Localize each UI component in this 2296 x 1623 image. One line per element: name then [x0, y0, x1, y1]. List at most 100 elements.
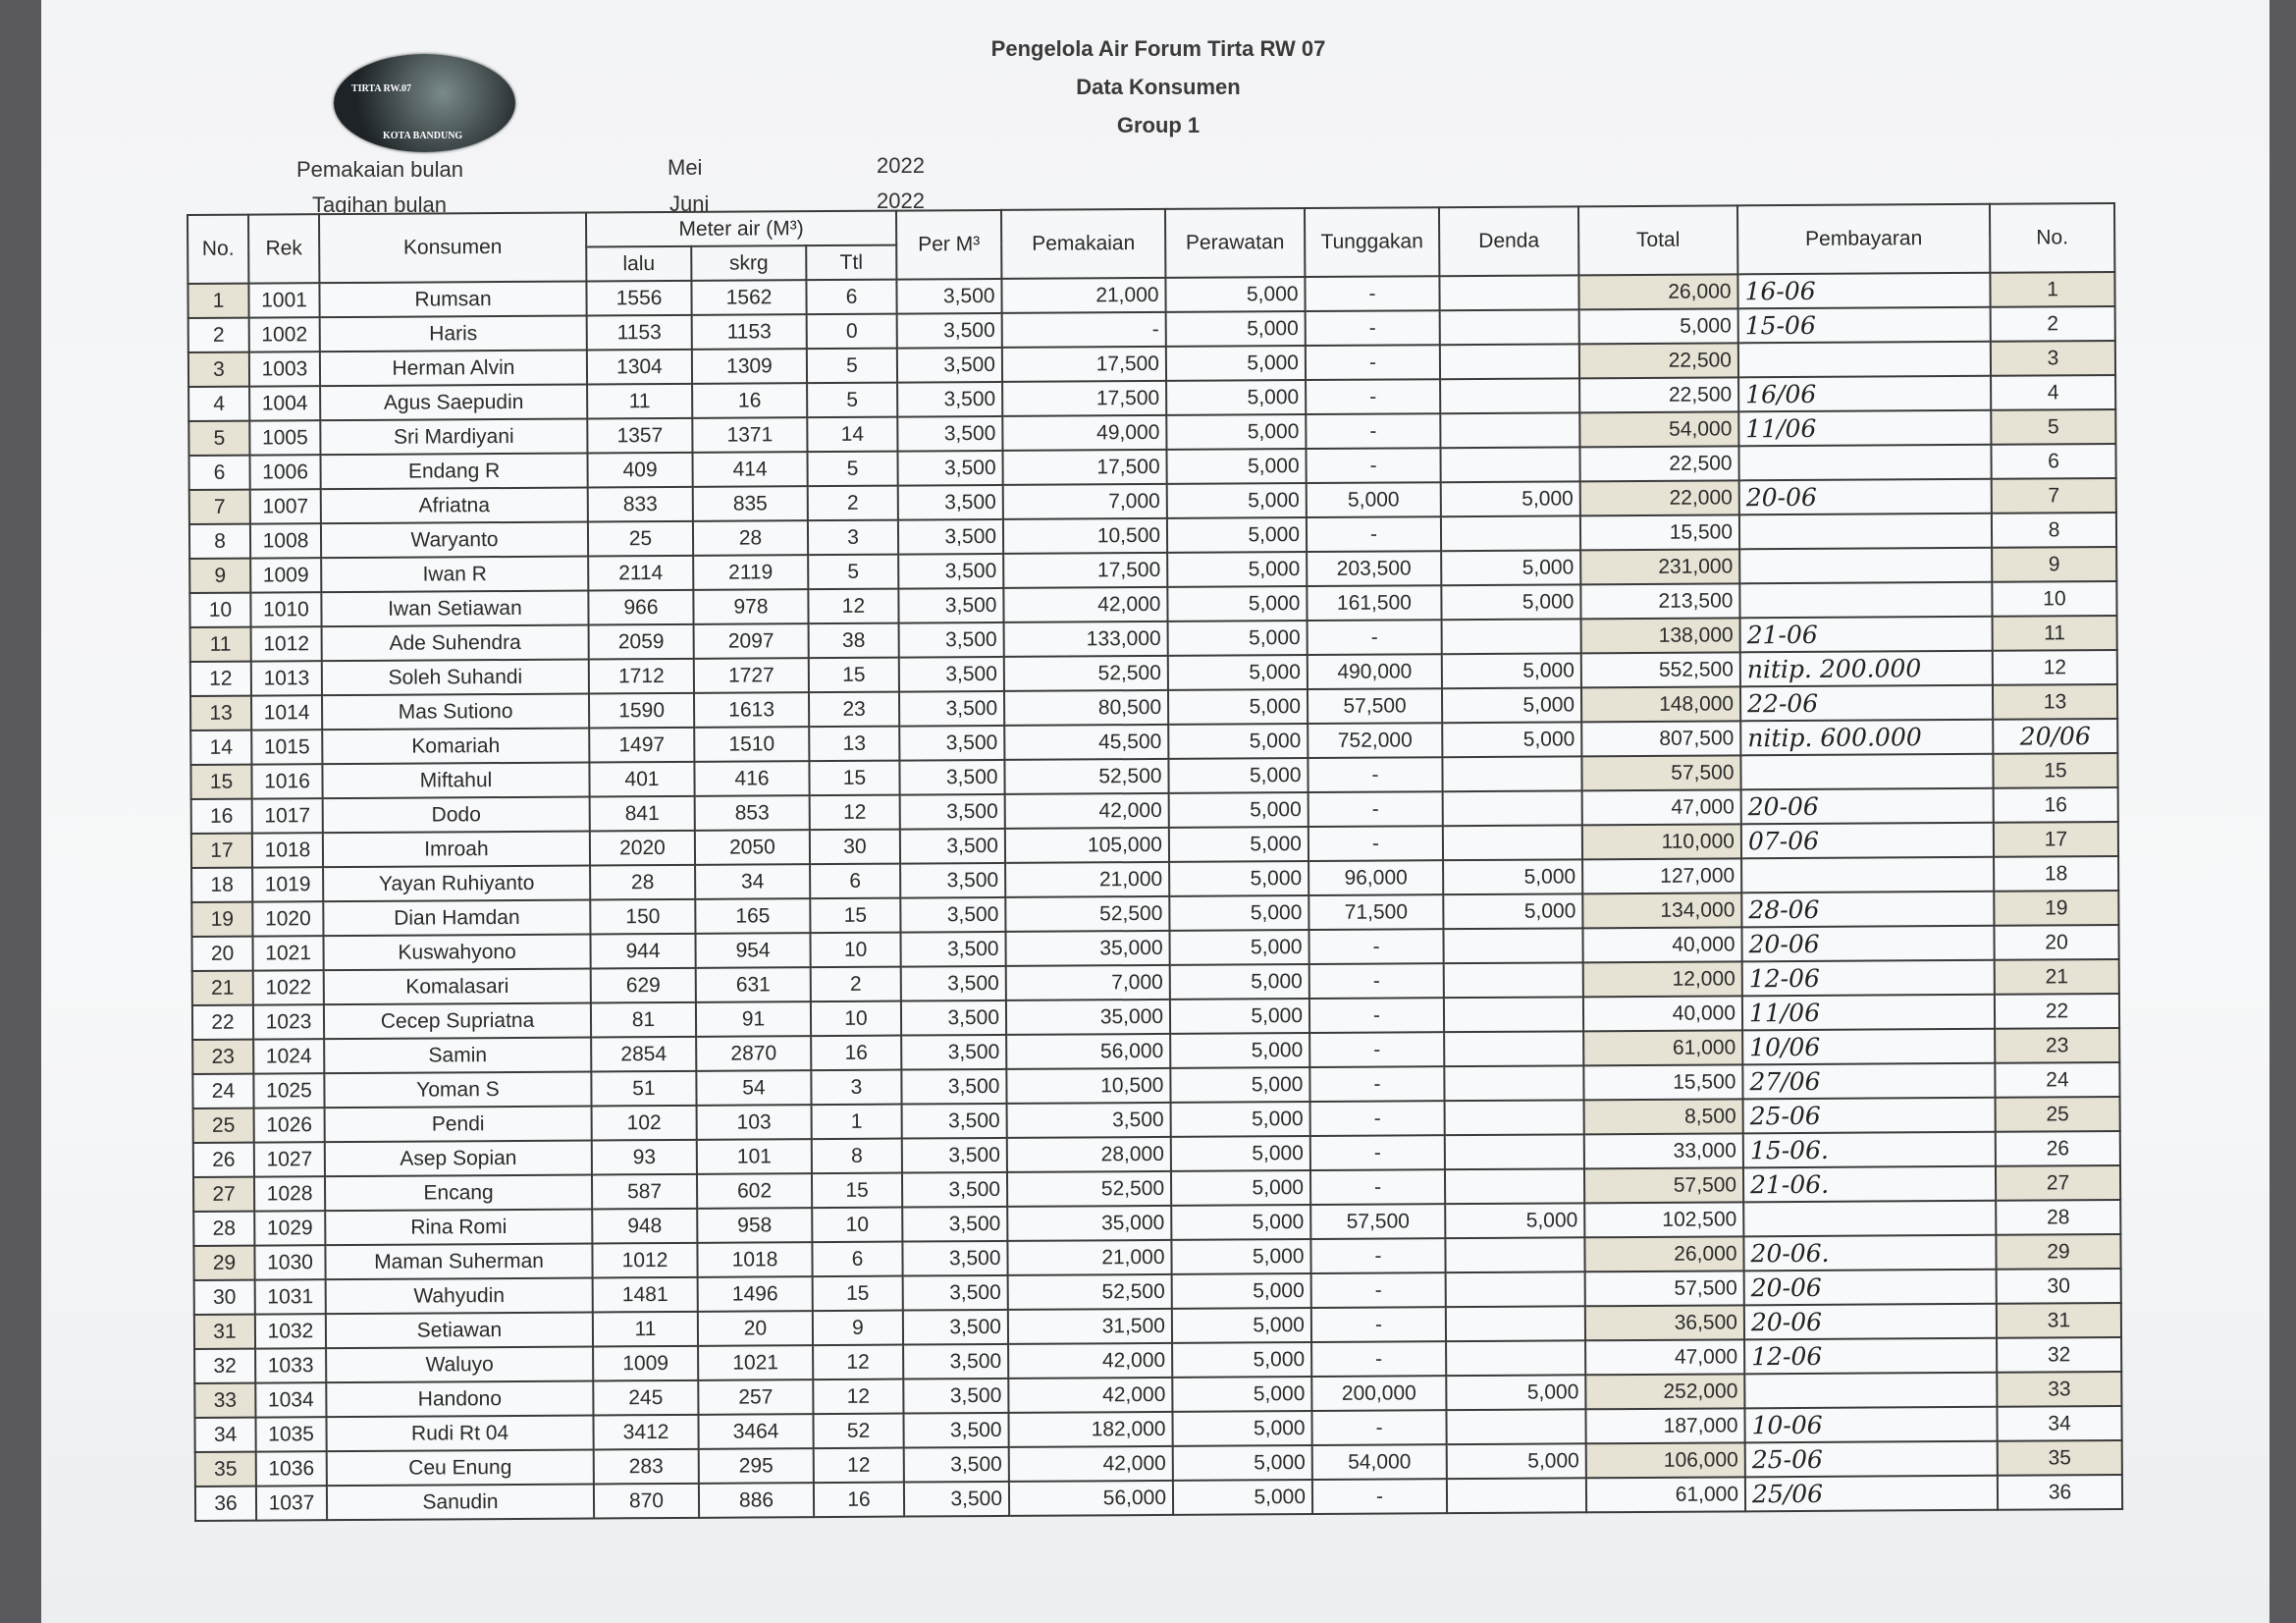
cell-pembayaran: 20-06: [1743, 1269, 1997, 1306]
cell-perawatan: 5,000: [1167, 621, 1308, 656]
cell-total: 22,000: [1579, 480, 1739, 516]
cell-pembayaran: 21-06.: [1742, 1165, 1997, 1203]
cell-pembayaran: [1743, 1200, 1997, 1237]
cell-no: 31: [193, 1314, 256, 1349]
col-no-right: No.: [1989, 203, 2115, 273]
cell-rek: 1030: [254, 1245, 326, 1280]
cell-no-right: 18: [1994, 855, 2119, 892]
cell-denda: [1442, 756, 1582, 792]
cell-lalu: 3412: [593, 1414, 699, 1450]
cell-pembayaran: 16/06: [1738, 375, 1992, 412]
cell-perawatan: 5,000: [1171, 1205, 1311, 1240]
cell-rek: 1003: [248, 352, 321, 387]
cell-total: 57,500: [1584, 1271, 1744, 1307]
cell-skrg: 54: [696, 1070, 812, 1106]
cell-no: 20: [191, 936, 253, 971]
col-ttl: Ttl: [806, 244, 897, 281]
cell-no-right: 4: [1991, 374, 2116, 410]
cell-konsumen: Komalasari: [323, 968, 591, 1005]
cell-total: 552,500: [1580, 652, 1740, 688]
cell-pemakaian: -: [1001, 311, 1166, 348]
cell-konsumen: Rumsan: [319, 281, 587, 318]
cell-skrg: 101: [696, 1139, 812, 1174]
cell-lalu: 401: [589, 761, 695, 797]
cell-ttl: 9: [812, 1310, 904, 1346]
cell-ttl: 30: [809, 829, 901, 865]
cell-lalu: 102: [591, 1105, 697, 1141]
cell-tunggakan: -: [1309, 1032, 1445, 1068]
cell-rek: 1001: [248, 283, 320, 318]
cell-total: 15,500: [1583, 1064, 1743, 1101]
cell-konsumen: Mas Sutiono: [321, 693, 590, 730]
usage-month: Mei: [667, 155, 703, 180]
cell-no-right: 24: [1995, 1061, 2120, 1098]
cell-no-right: 27: [1995, 1164, 2121, 1201]
cell-no: 3: [187, 352, 250, 387]
cell-rek: 1028: [253, 1176, 326, 1212]
cell-pemakaian: 52,500: [1005, 895, 1170, 932]
cell-lalu: 51: [591, 1070, 697, 1107]
col-meter-air: Meter air (M³): [585, 210, 897, 247]
cell-denda: [1444, 1100, 1584, 1136]
cell-rek: 1019: [252, 867, 324, 902]
cell-denda: 5,000: [1446, 1443, 1586, 1480]
cell-denda: [1445, 1237, 1585, 1273]
cell-ttl: 12: [813, 1379, 904, 1415]
cell-no-right: 5: [1991, 408, 2116, 445]
billing-year: 2022: [877, 189, 925, 213]
cell-rek: 1014: [250, 695, 323, 730]
cell-rek: 1007: [249, 489, 321, 524]
cell-skrg: 978: [693, 589, 809, 624]
cell-pemakaian: 105,000: [1004, 827, 1170, 863]
cell-no-right: 16: [1993, 786, 2118, 823]
col-konsumen: Konsumen: [319, 212, 587, 284]
col-per-m3: Per M³: [895, 209, 1002, 280]
cell-per-m3: 3,500: [900, 896, 1006, 933]
cell-perawatan: 5,000: [1171, 1273, 1311, 1309]
cell-ttl: 5: [807, 451, 898, 487]
cell-denda: 5,000: [1443, 893, 1583, 930]
cell-ttl: 12: [813, 1447, 904, 1484]
cell-per-m3: 3,500: [903, 1481, 1010, 1517]
cell-skrg: 1496: [697, 1276, 813, 1312]
cell-total: 110,000: [1581, 824, 1742, 860]
cell-total: 40,000: [1582, 996, 1743, 1032]
cell-total: 61,000: [1583, 1030, 1743, 1066]
cell-denda: 5,000: [1441, 653, 1581, 689]
cell-konsumen: Setiawan: [325, 1312, 594, 1349]
org-name: Pengelola Air Forum Tirta RW 07: [990, 36, 1326, 61]
cell-skrg: 16: [692, 383, 808, 418]
cell-denda: [1445, 1306, 1586, 1342]
cell-total: 138,000: [1580, 618, 1740, 654]
cell-per-m3: 3,500: [902, 1206, 1008, 1242]
cell-skrg: 295: [698, 1448, 814, 1484]
cell-pemakaian: 17,500: [1002, 449, 1167, 485]
cell-perawatan: 5,000: [1166, 380, 1307, 415]
usage-label: Pemakaian bulan: [296, 157, 464, 182]
cell-ttl: 10: [810, 1001, 902, 1037]
cell-per-m3: 3,500: [901, 1034, 1007, 1070]
cell-rek: 1023: [252, 1004, 325, 1040]
cell-total: 231,000: [1580, 549, 1740, 585]
cell-perawatan: 5,000: [1169, 861, 1309, 896]
cell-rek: 1021: [252, 936, 324, 971]
cell-pemakaian: 52,500: [1003, 655, 1168, 691]
cell-skrg: 2097: [693, 623, 809, 659]
cell-konsumen: Cecep Supriatna: [323, 1002, 592, 1040]
cell-pembayaran: 20-06: [1740, 787, 1994, 825]
cell-rek: 1005: [249, 420, 321, 456]
cell-denda: [1446, 1409, 1586, 1445]
cell-ttl: 12: [809, 794, 900, 831]
cell-pembayaran: 25/06: [1744, 1475, 1999, 1512]
cell-denda: [1439, 275, 1579, 311]
cell-no: 26: [192, 1142, 254, 1177]
tirta-rw07-logo: TIRTA RW.07 KOTA BANDUNG: [334, 54, 515, 152]
cell-denda: [1443, 962, 1583, 999]
cell-perawatan: 5,000: [1167, 689, 1308, 725]
cell-tunggakan: -: [1306, 413, 1441, 450]
cell-no-right: 21: [1994, 958, 2119, 995]
cell-ttl: 15: [810, 897, 901, 934]
cell-perawatan: 5,000: [1168, 827, 1309, 862]
cell-skrg: 1153: [691, 314, 807, 350]
cell-no-right: 12: [1992, 649, 2117, 685]
